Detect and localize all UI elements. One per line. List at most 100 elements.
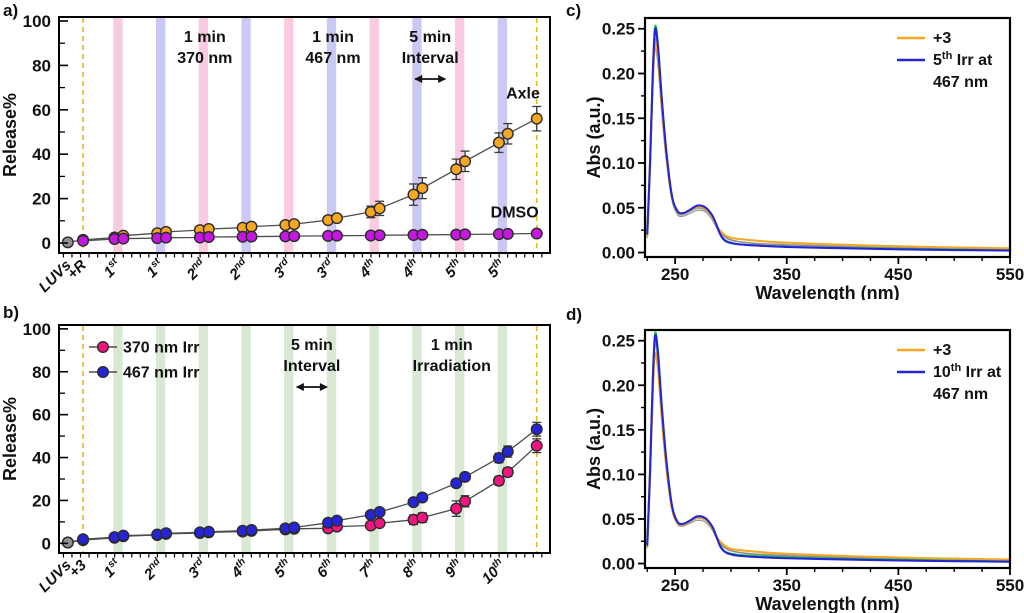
data-point bbox=[492, 451, 505, 464]
data-point bbox=[492, 474, 505, 487]
series-370-nm-irr bbox=[61, 438, 543, 549]
data-point bbox=[61, 536, 74, 549]
legend-label: 10th Irr at bbox=[933, 362, 1002, 381]
data-point bbox=[330, 229, 343, 242]
series-dmso bbox=[77, 227, 543, 247]
y-tick-label: 40 bbox=[32, 449, 51, 468]
data-point bbox=[459, 495, 472, 508]
x-tick-label: 450 bbox=[884, 576, 912, 595]
y-tick-label: 0.15 bbox=[602, 421, 635, 440]
panel-a-release-chart: 1 min 370 nm 1 min 467 nm 5 min Interval Axle D… bbox=[0, 12, 551, 296]
spectrum-irr-5th-467 bbox=[646, 27, 1011, 252]
y-axis-title: Abs (a.u.) bbox=[584, 96, 604, 178]
svg-text:1 min: 1 min bbox=[312, 29, 354, 46]
annotation: 1 min 370 nm bbox=[177, 29, 232, 67]
y-tick-label: 0.05 bbox=[602, 199, 635, 218]
y-tick-label: 0.05 bbox=[602, 510, 635, 529]
x-category-label: +R bbox=[64, 257, 90, 283]
data-point bbox=[288, 521, 301, 534]
y-tick-label: 80 bbox=[32, 56, 51, 75]
y-axis: 0 20 40 60 80 100 Release% bbox=[0, 320, 68, 553]
y-tick-label: 0.20 bbox=[602, 64, 635, 83]
x-category-label: LUVs bbox=[36, 557, 75, 596]
y-tick-label: 0.25 bbox=[602, 20, 635, 39]
x-category-label: 1st bbox=[100, 556, 125, 581]
svg-text:467 nm: 467 nm bbox=[305, 50, 360, 67]
x-category-label: 7th bbox=[356, 556, 381, 581]
x-category-label: 3rd bbox=[270, 255, 296, 281]
panel-d-spectra-chart: 0.00 0.05 0.10 0.15 0.20 0.25 Abs (a.u.) 250 350… bbox=[584, 328, 1024, 613]
series-axle bbox=[61, 105, 543, 249]
x-category-label: 2nd bbox=[225, 255, 254, 284]
data-point bbox=[245, 230, 258, 243]
data-point bbox=[530, 227, 543, 240]
panel-b-release-chart: 5 min Interval 1 min Irradiation 370 nm Irr 4… bbox=[0, 320, 551, 596]
data-point bbox=[459, 155, 472, 168]
y-tick-label: 0 bbox=[42, 234, 51, 253]
y-tick-label: 40 bbox=[32, 145, 51, 164]
svg-text:1 min: 1 min bbox=[431, 337, 473, 354]
data-point bbox=[530, 423, 543, 436]
x-category-label: 5th bbox=[484, 256, 509, 281]
data-point bbox=[459, 470, 472, 483]
spectrum-intermediate-1 bbox=[646, 352, 1011, 561]
plot-border bbox=[58, 324, 551, 554]
x-category-label: 4th bbox=[227, 556, 253, 582]
data-point bbox=[77, 533, 90, 546]
y-tick-label: 100 bbox=[23, 320, 51, 339]
x-category-label: 5th bbox=[441, 256, 466, 281]
data-point bbox=[245, 220, 258, 233]
x-category-label: 9th bbox=[441, 556, 466, 581]
x-category-label: 8th bbox=[398, 556, 423, 581]
svg-text:Irradiation: Irradiation bbox=[413, 358, 491, 375]
y-axis-title: Abs (a.u.) bbox=[584, 408, 604, 490]
data-point bbox=[117, 529, 130, 542]
series-label: DMSO bbox=[491, 204, 539, 221]
x-axis: 250 350 450 550 Wavelength (nm) bbox=[646, 568, 1024, 613]
y-tick-label: 20 bbox=[32, 190, 51, 209]
x-axis: 250 350 450 550 Wavelength (nm) bbox=[646, 257, 1024, 300]
x-category-label: 3rd bbox=[184, 555, 210, 581]
data-point bbox=[117, 232, 130, 245]
data-point bbox=[202, 231, 215, 244]
series-467-nm-irr bbox=[61, 421, 543, 549]
x-tick-label: 550 bbox=[996, 576, 1024, 595]
data-point bbox=[450, 502, 463, 515]
x-category-label: 1st bbox=[143, 256, 168, 281]
data-point bbox=[416, 182, 429, 195]
y-tick-label: 20 bbox=[32, 491, 51, 510]
x-tick-label: 450 bbox=[884, 265, 912, 284]
x-tick-label: 350 bbox=[773, 576, 801, 595]
data-point bbox=[77, 234, 90, 247]
x-tick-label: 350 bbox=[773, 265, 801, 284]
data-point bbox=[530, 439, 543, 452]
y-tick-label: 0.10 bbox=[602, 154, 635, 173]
plot-border bbox=[643, 328, 1012, 570]
x-tick-label: 250 bbox=[661, 576, 689, 595]
x-tick-label: 550 bbox=[996, 265, 1024, 284]
y-axis: 0.00 0.05 0.10 0.15 0.20 0.25 Abs (a.u.) bbox=[584, 332, 645, 574]
data-point bbox=[245, 524, 258, 537]
plot-area: 1 min 370 nm 1 min 467 nm 5 min Interval Axle D… bbox=[0, 12, 551, 296]
y-tick-label: 0.10 bbox=[602, 465, 635, 484]
data-point bbox=[373, 202, 386, 215]
x-category-label: 3rd bbox=[313, 255, 339, 281]
x-category-label: 4th bbox=[398, 256, 424, 282]
legend: +3 10th Irr at 467 nm bbox=[897, 342, 1002, 403]
spectrum-intermediate-2 bbox=[646, 343, 1011, 561]
data-point bbox=[416, 511, 429, 524]
y-tick-label: 80 bbox=[32, 363, 51, 382]
annotation: 5 min Interval bbox=[283, 337, 340, 391]
legend-marker bbox=[96, 365, 109, 378]
legend-label: 5th Irr at bbox=[933, 50, 993, 69]
x-category-label: 5th bbox=[270, 556, 295, 581]
data-point bbox=[288, 230, 301, 243]
spectrum-intermediate-2 bbox=[646, 37, 1011, 250]
x-category-label: 4th bbox=[355, 256, 381, 282]
data-point bbox=[501, 227, 514, 240]
legend-label-line2: 467 nm bbox=[933, 74, 988, 91]
panel-d-letter: d) bbox=[566, 305, 583, 324]
panel-c-letter: c) bbox=[566, 1, 582, 20]
